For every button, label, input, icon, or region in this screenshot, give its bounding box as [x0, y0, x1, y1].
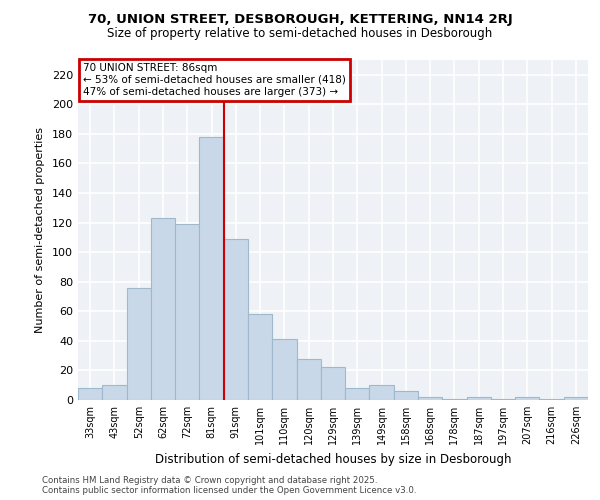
- Bar: [224, 239, 248, 400]
- X-axis label: Distribution of semi-detached houses by size in Desborough: Distribution of semi-detached houses by …: [155, 452, 511, 466]
- Bar: [175, 224, 199, 400]
- Bar: [564, 397, 588, 400]
- Bar: [394, 391, 418, 400]
- Bar: [78, 388, 102, 400]
- Bar: [491, 398, 515, 400]
- Bar: [199, 137, 224, 400]
- Bar: [515, 397, 539, 400]
- Text: Size of property relative to semi-detached houses in Desborough: Size of property relative to semi-detach…: [107, 28, 493, 40]
- Bar: [539, 398, 564, 400]
- Bar: [296, 358, 321, 400]
- Bar: [442, 398, 467, 400]
- Bar: [272, 340, 296, 400]
- Bar: [418, 397, 442, 400]
- Text: 70, UNION STREET, DESBOROUGH, KETTERING, NN14 2RJ: 70, UNION STREET, DESBOROUGH, KETTERING,…: [88, 12, 512, 26]
- Y-axis label: Number of semi-detached properties: Number of semi-detached properties: [35, 127, 45, 333]
- Bar: [370, 385, 394, 400]
- Bar: [467, 397, 491, 400]
- Bar: [151, 218, 175, 400]
- Text: Contains HM Land Registry data © Crown copyright and database right 2025.
Contai: Contains HM Land Registry data © Crown c…: [42, 476, 416, 495]
- Bar: [102, 385, 127, 400]
- Bar: [127, 288, 151, 400]
- Bar: [248, 314, 272, 400]
- Bar: [321, 368, 345, 400]
- Bar: [345, 388, 370, 400]
- Text: 70 UNION STREET: 86sqm
← 53% of semi-detached houses are smaller (418)
47% of se: 70 UNION STREET: 86sqm ← 53% of semi-det…: [83, 64, 346, 96]
